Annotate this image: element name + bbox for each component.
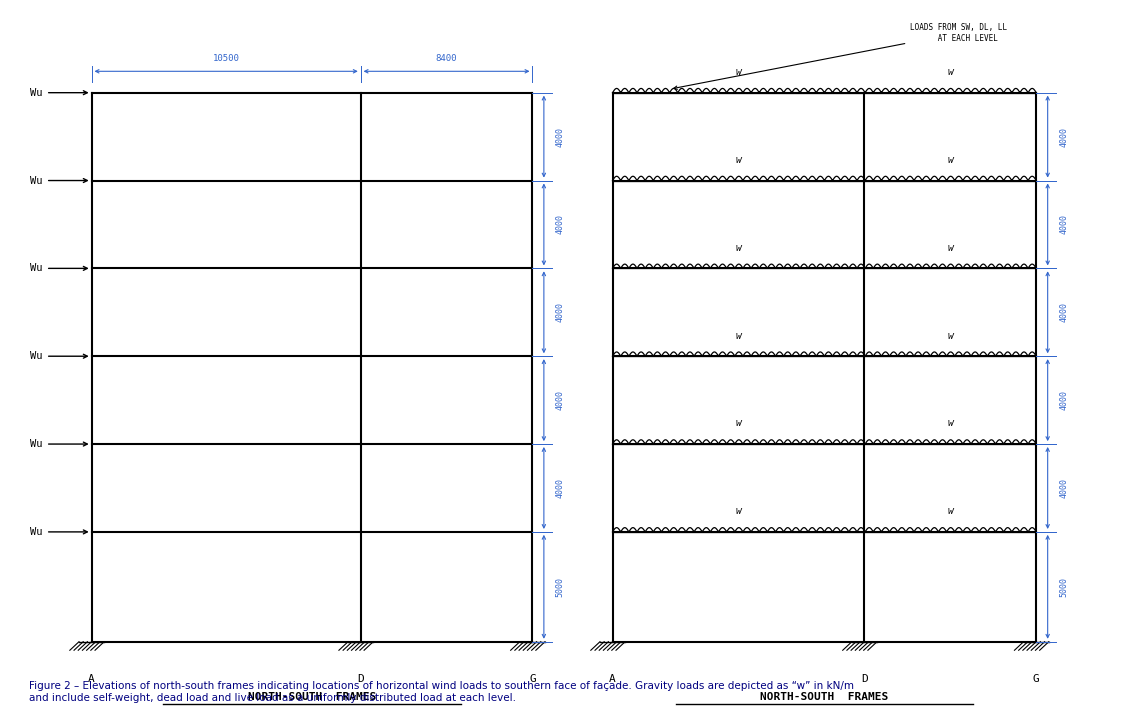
- Text: w: w: [947, 67, 954, 77]
- Text: 4000: 4000: [555, 302, 564, 322]
- Text: NORTH-SOUTH  FRAMES: NORTH-SOUTH FRAMES: [760, 692, 889, 702]
- Text: G: G: [529, 674, 536, 684]
- Text: 4000: 4000: [555, 215, 564, 235]
- Text: 4000: 4000: [555, 390, 564, 410]
- Text: Wu: Wu: [30, 175, 42, 185]
- Text: 4000: 4000: [555, 127, 564, 147]
- Text: Wu: Wu: [30, 439, 42, 449]
- Text: Wu: Wu: [30, 527, 42, 537]
- Text: w: w: [735, 506, 742, 516]
- Text: 10500: 10500: [213, 53, 239, 63]
- Text: D: D: [357, 674, 364, 684]
- Text: w: w: [735, 67, 742, 77]
- Text: w: w: [947, 242, 954, 252]
- Text: 5000: 5000: [555, 577, 564, 597]
- Text: NORTH-SOUTH  FRAMES: NORTH-SOUTH FRAMES: [247, 692, 377, 702]
- Text: A: A: [609, 674, 616, 684]
- Text: 4000: 4000: [1059, 390, 1068, 410]
- Text: w: w: [947, 331, 954, 341]
- Text: w: w: [735, 331, 742, 341]
- Text: 4000: 4000: [1059, 302, 1068, 322]
- Text: D: D: [861, 674, 868, 684]
- Text: Figure 2 – Elevations of north-south frames indicating locations of horizontal w: Figure 2 – Elevations of north-south fra…: [29, 681, 854, 702]
- Text: w: w: [947, 419, 954, 429]
- Text: 4000: 4000: [555, 478, 564, 498]
- Text: w: w: [947, 155, 954, 165]
- Text: Wu: Wu: [30, 88, 42, 98]
- Text: 4000: 4000: [1059, 127, 1068, 147]
- Text: Wu: Wu: [30, 352, 42, 361]
- Text: 8400: 8400: [436, 53, 457, 63]
- Text: G: G: [1033, 674, 1040, 684]
- Text: 4000: 4000: [1059, 478, 1068, 498]
- Text: w: w: [735, 419, 742, 429]
- Text: 5000: 5000: [1059, 577, 1068, 597]
- Text: w: w: [735, 155, 742, 165]
- Text: 4000: 4000: [1059, 215, 1068, 235]
- Text: Wu: Wu: [30, 263, 42, 273]
- Text: w: w: [735, 242, 742, 252]
- Text: A: A: [88, 674, 95, 684]
- Text: w: w: [947, 506, 954, 516]
- Text: LOADS FROM SW, DL, LL
      AT EACH LEVEL: LOADS FROM SW, DL, LL AT EACH LEVEL: [673, 24, 1008, 89]
